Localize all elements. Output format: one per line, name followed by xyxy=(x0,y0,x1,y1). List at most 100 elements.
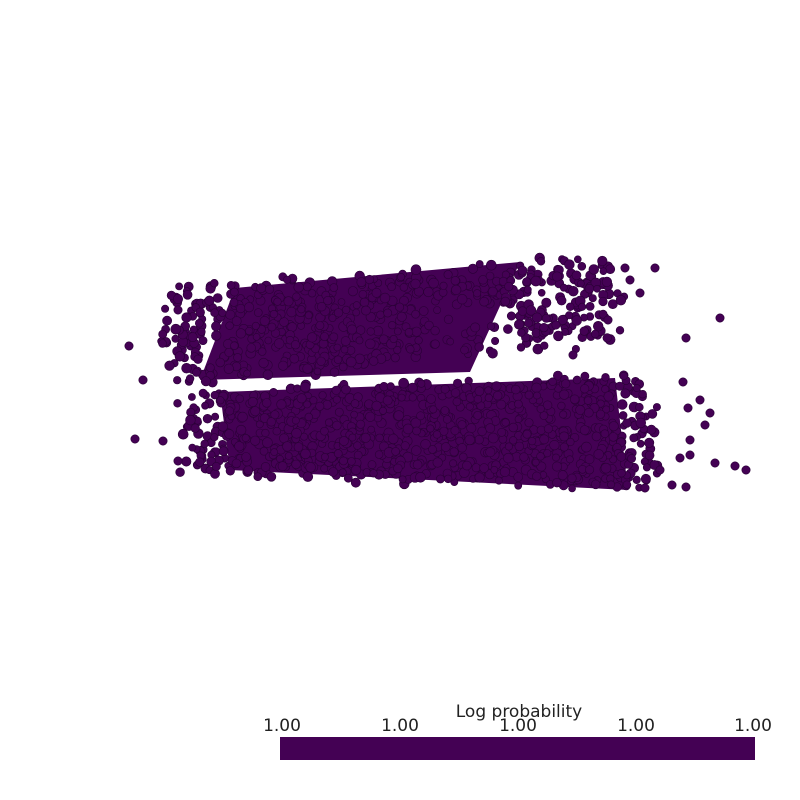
point-marker xyxy=(516,343,526,352)
point-marker xyxy=(559,389,570,400)
point-marker xyxy=(530,275,542,287)
point-marker xyxy=(371,287,382,298)
point-marker xyxy=(253,308,263,317)
point-marker xyxy=(513,472,524,482)
point-marker xyxy=(231,458,242,469)
point-marker xyxy=(527,437,537,446)
point-marker xyxy=(347,457,356,466)
point-marker xyxy=(414,336,423,345)
point-marker xyxy=(453,378,463,388)
point-marker xyxy=(339,456,348,466)
point-marker xyxy=(390,353,400,363)
point-marker xyxy=(272,427,281,436)
point-marker xyxy=(181,312,192,323)
point-marker xyxy=(588,294,597,303)
point-marker xyxy=(485,447,496,458)
point-marker xyxy=(411,309,420,319)
point-marker xyxy=(273,297,282,306)
point-marker xyxy=(195,307,205,317)
point-marker xyxy=(170,323,182,335)
point-marker xyxy=(607,480,616,489)
point-marker xyxy=(575,404,586,415)
point-marker xyxy=(212,293,223,303)
point-marker xyxy=(450,276,460,286)
point-marker xyxy=(302,363,313,374)
point-marker xyxy=(318,391,327,400)
point-marker xyxy=(519,452,529,462)
point-marker xyxy=(211,412,220,421)
point-marker xyxy=(195,318,204,328)
point-marker xyxy=(376,310,385,319)
point-marker xyxy=(568,484,576,493)
point-marker xyxy=(352,308,361,317)
point-marker xyxy=(541,313,551,323)
point-marker xyxy=(251,321,260,330)
point-marker xyxy=(715,313,725,323)
point-marker xyxy=(246,343,256,353)
point-marker xyxy=(617,399,628,410)
point-marker xyxy=(364,274,375,285)
point-cloud-viewport[interactable] xyxy=(0,0,800,680)
point-marker xyxy=(485,271,495,281)
point-marker xyxy=(229,298,239,307)
point-marker xyxy=(293,442,304,452)
point-marker xyxy=(347,286,358,297)
point-marker xyxy=(302,282,312,292)
point-marker xyxy=(404,328,414,337)
colorbar-gradient xyxy=(280,737,755,760)
point-marker xyxy=(224,347,234,358)
point-marker xyxy=(426,394,436,404)
point-marker xyxy=(450,426,460,436)
point-marker xyxy=(681,482,691,492)
point-marker xyxy=(262,369,274,380)
point-marker xyxy=(552,453,560,462)
point-marker xyxy=(124,341,134,351)
point-marker xyxy=(388,433,399,445)
point-marker xyxy=(501,418,510,427)
point-marker xyxy=(296,393,307,404)
point-marker xyxy=(187,393,196,401)
point-marker xyxy=(443,474,453,484)
point-marker xyxy=(243,369,251,378)
point-marker xyxy=(158,436,168,446)
point-marker xyxy=(412,459,423,470)
point-cloud xyxy=(124,252,751,493)
point-marker xyxy=(439,281,448,290)
point-marker xyxy=(568,350,578,360)
point-marker xyxy=(329,332,339,342)
point-marker xyxy=(230,341,239,350)
point-marker xyxy=(218,446,229,457)
point-marker xyxy=(241,433,250,442)
point-marker xyxy=(533,391,541,400)
point-marker xyxy=(635,417,646,429)
point-marker xyxy=(523,285,532,294)
point-marker xyxy=(343,473,353,483)
point-marker xyxy=(557,401,566,411)
point-marker xyxy=(181,363,192,374)
point-marker xyxy=(293,384,302,393)
point-marker xyxy=(504,442,513,451)
point-marker xyxy=(177,428,189,440)
point-marker xyxy=(627,454,636,463)
point-marker xyxy=(395,302,405,312)
point-marker xyxy=(158,339,167,348)
point-marker xyxy=(577,261,587,271)
point-marker xyxy=(411,445,422,456)
point-marker xyxy=(206,363,215,373)
point-marker xyxy=(225,321,234,330)
point-marker xyxy=(532,471,542,481)
point-marker xyxy=(316,356,326,366)
colorbar-tick-label: 1.00 xyxy=(381,716,419,736)
point-marker xyxy=(250,435,261,446)
point-marker xyxy=(391,447,400,456)
point-marker xyxy=(259,446,269,456)
point-marker xyxy=(424,320,434,331)
point-marker xyxy=(500,296,510,307)
point-marker xyxy=(539,323,549,333)
point-marker xyxy=(329,283,339,292)
point-marker xyxy=(705,408,715,418)
point-marker xyxy=(396,272,405,281)
point-marker xyxy=(382,395,393,406)
point-marker xyxy=(598,309,608,319)
point-marker xyxy=(261,428,270,438)
